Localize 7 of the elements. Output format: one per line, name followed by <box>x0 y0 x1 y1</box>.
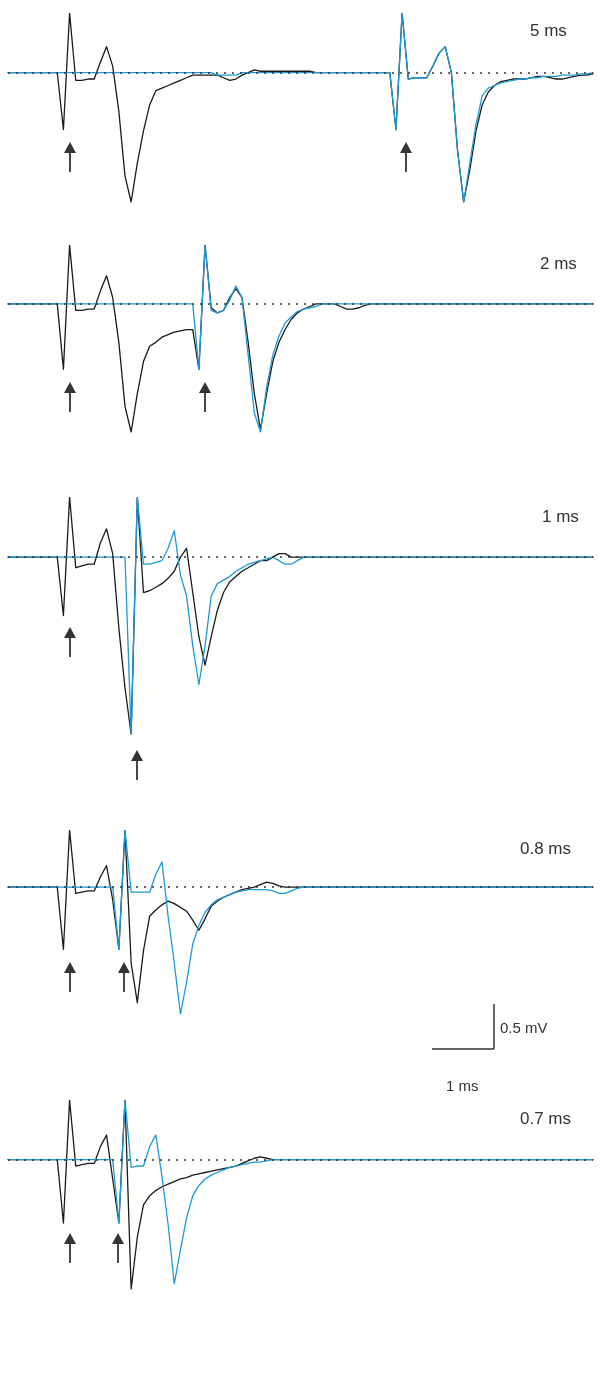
text: 0.5 mV <box>500 1019 548 1036</box>
annotation: 2 ms <box>540 254 577 273</box>
text: 1 ms <box>446 1077 479 1094</box>
annotation: 1 ms <box>542 507 579 526</box>
annotation: 0.8 ms <box>520 839 572 858</box>
annotation: 5 ms <box>530 21 567 40</box>
annotation: 0.7 ms <box>520 1109 572 1128</box>
